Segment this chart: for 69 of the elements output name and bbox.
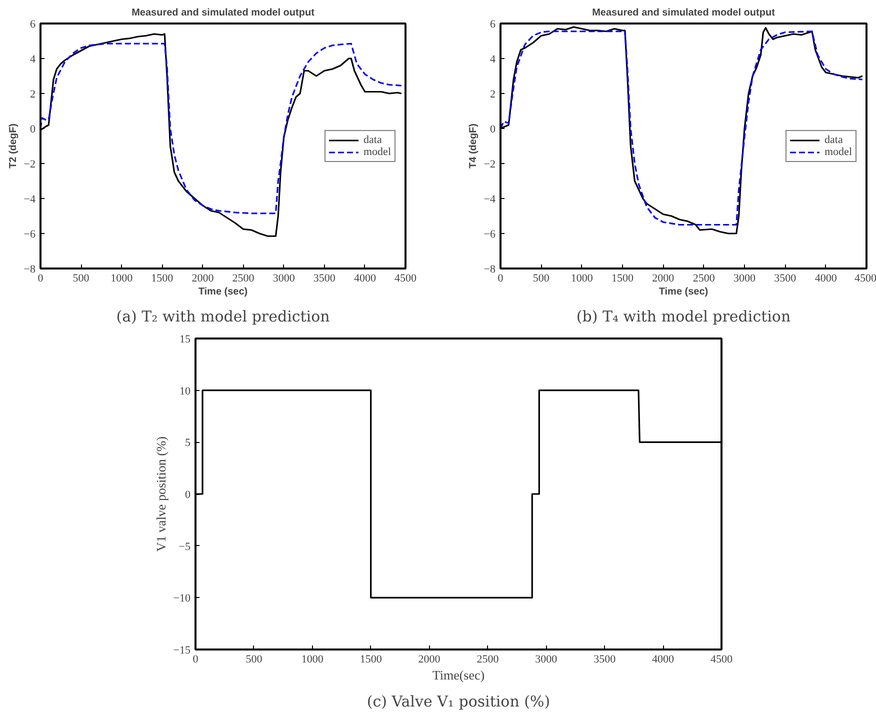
y-tick-label: 5: [185, 437, 191, 450]
legend-label: data: [364, 134, 383, 146]
x-tick-label: 4000: [814, 272, 838, 284]
y-tick-label: −2: [24, 158, 36, 170]
y-tick-label: 15: [180, 334, 191, 346]
x-tick-label: 2000: [418, 654, 441, 666]
y-tick-label: 2: [30, 88, 36, 100]
chart-title: Measured and simulated model output: [592, 8, 776, 18]
x-tick-label: 1000: [110, 272, 134, 284]
x-tick-label: 4000: [652, 654, 675, 666]
x-tick-label: 1500: [612, 272, 634, 284]
x-tick-label: 500: [72, 272, 90, 284]
y-axis-title: T2 (degF): [8, 124, 19, 168]
y-tick-label: −10: [173, 592, 191, 605]
y-tick-label: 4: [30, 54, 36, 66]
y-tick-label: −8: [484, 264, 496, 276]
legend-label: data: [824, 134, 844, 146]
x-tick-label: 3000: [535, 654, 558, 666]
y-tick-label: −15: [173, 644, 191, 656]
y-tick-label: −4: [24, 194, 36, 206]
y-tick-label: 6: [30, 18, 36, 30]
x-tick-label: 4500: [394, 272, 417, 284]
x-axis-title: Time (sec): [198, 286, 248, 298]
y-tick-label: −6: [484, 228, 496, 240]
y-tick-label: −8: [24, 264, 36, 276]
y-axis-title: T4 (degF): [468, 124, 479, 168]
y-axis-title: V1 valve position (%): [153, 436, 168, 552]
x-tick-label: 3500: [313, 272, 336, 284]
y-tick-label: −5: [178, 540, 191, 553]
x-tick-label: 500: [246, 654, 263, 666]
y-tick-label: −2: [484, 158, 496, 170]
legend-label: model: [364, 146, 391, 158]
x-tick-label: 3000: [272, 272, 296, 284]
y-tick-label: 10: [180, 385, 191, 398]
x-tick-label: 0: [192, 654, 199, 666]
x-tick-label: 2000: [652, 272, 675, 284]
x-tick-label: 1500: [360, 654, 382, 666]
x-tick-label: 1500: [151, 272, 174, 284]
y-tick-label: −4: [484, 194, 496, 206]
chart-title: Measured and simulated model output: [132, 8, 316, 18]
x-tick-label: 2500: [692, 272, 716, 284]
x-tick-label: 0: [38, 272, 44, 284]
x-tick-label: 4500: [710, 654, 733, 666]
x-tick-label: 3500: [774, 272, 797, 284]
y-tick-label: 0: [185, 489, 191, 501]
x-tick-label: 1000: [301, 654, 324, 666]
y-tick-label: −6: [24, 228, 36, 240]
x-tick-label: 0: [498, 272, 504, 284]
y-tick-label: 6: [490, 18, 496, 30]
x-tick-label: 4500: [854, 272, 876, 284]
text: (b) T₄ with model prediction: [576, 308, 791, 326]
x-tick-label: 500: [532, 272, 550, 284]
y-tick-label: 2: [490, 88, 496, 100]
y-tick-label: 0: [490, 124, 496, 136]
line-series: [40, 42, 402, 214]
x-tick-label: 2500: [476, 654, 500, 666]
legend-label: model: [824, 146, 852, 158]
x-axis-title: Time (sec): [658, 286, 708, 298]
y-tick-label: 0: [30, 124, 36, 136]
text: (c) Valve V₁ position (%): [366, 692, 550, 710]
x-tick-label: 3500: [594, 654, 616, 666]
x-tick-label: 1000: [570, 272, 594, 284]
x-tick-label: 2500: [232, 272, 255, 284]
y-tick-label: 4: [490, 54, 496, 66]
x-tick-label: 3000: [734, 272, 756, 284]
x-tick-label: 4000: [354, 272, 376, 284]
text: (a) T₂ with model prediction: [116, 308, 330, 326]
x-axis-title: Time(sec): [432, 668, 485, 682]
x-tick-label: 2000: [192, 272, 214, 284]
